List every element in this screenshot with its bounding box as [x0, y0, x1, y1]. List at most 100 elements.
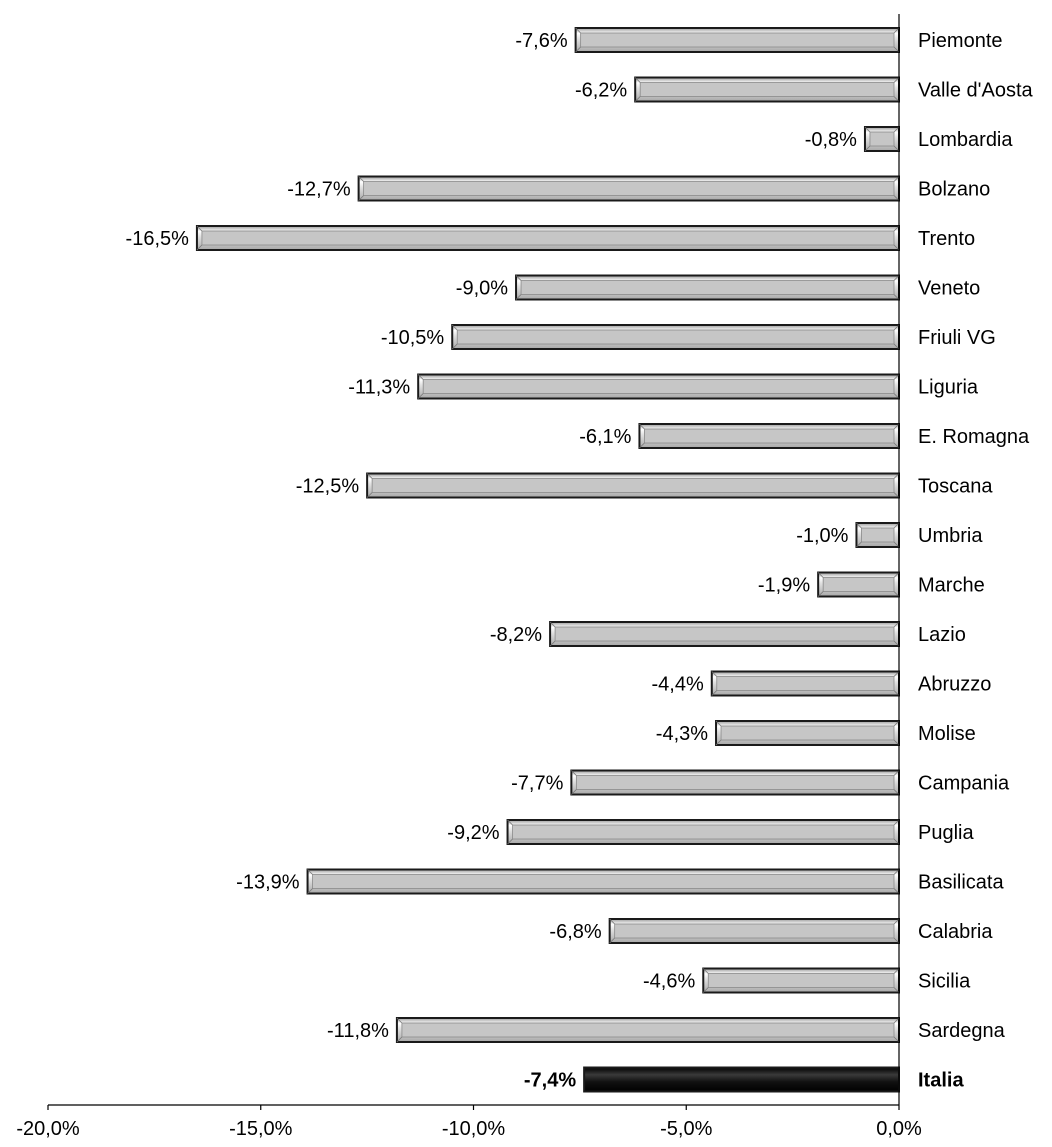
bar-lazio	[549, 621, 901, 647]
bar-bevel-e-romagna	[893, 442, 900, 449]
bar-bevel-marche	[893, 591, 900, 597]
bar-rect-italia	[583, 1066, 900, 1093]
value-label-e-romagna: -6,1%	[579, 426, 631, 448]
bar-bevel-toscana	[893, 473, 900, 479]
bar-bevel-basilicata	[893, 869, 900, 875]
bar-bevel-sicilia	[893, 987, 900, 993]
bar-face-e-romagna	[644, 428, 895, 444]
bar-trento	[195, 225, 901, 251]
bar-bevel-abruzzo	[711, 671, 718, 677]
bar-bevel-liguria	[893, 374, 900, 380]
bar-molise	[715, 720, 900, 746]
value-label-liguria: -11,3%	[348, 377, 410, 399]
value-label-friuli-vg: -10,5%	[381, 327, 445, 349]
category-label-puglia: Puglia	[918, 822, 974, 844]
bar-bevel-friuli-vg	[893, 324, 900, 331]
bar-bevel-calabria	[893, 918, 900, 925]
bar-bevel-bolzano	[893, 195, 900, 201]
bar-bevel-lazio	[893, 640, 900, 647]
bar-puglia	[506, 819, 900, 845]
bar-bevel-calabria	[893, 937, 900, 944]
bar-bevel-molise	[893, 739, 900, 746]
bar-bevel-e-romagna	[639, 423, 645, 430]
value-label-umbria: -1,0%	[796, 525, 848, 547]
bar-bevel-valle-d-aosta	[634, 96, 641, 102]
bar-bevel-veneto	[515, 275, 522, 281]
bar-sicilia	[702, 967, 901, 994]
bar-bevel-lombardia	[893, 126, 900, 133]
value-labels-group: -7,6% -6,2% -0,8% -12,7% -16,5% -9,0% -10,5% -1…	[126, 30, 858, 1092]
bar-bevel-puglia	[507, 819, 513, 826]
bar-bevel-friuli-vg	[451, 343, 458, 350]
bar-bevel-lombardia	[864, 126, 871, 133]
bar-bevel-lazio	[549, 640, 556, 647]
bar-bevel-liguria	[417, 393, 424, 399]
bar-bevel-marche	[817, 591, 824, 597]
bar-bevel-marche	[817, 572, 824, 578]
category-label-lombardia: Lombardia	[918, 129, 1013, 151]
bar-sardegna	[395, 1017, 900, 1043]
bar-bevel-umbria	[856, 522, 862, 529]
category-label-bolzano: Bolzano	[918, 179, 990, 201]
bar-bevel-valle-d-aosta	[634, 77, 641, 83]
category-label-basilicata: Basilicata	[918, 872, 1004, 894]
bar-bevel-e-romagna	[893, 423, 900, 430]
category-label-e-romagna: E. Romagna	[918, 426, 1030, 448]
bar-umbria	[855, 522, 901, 548]
value-label-marche: -1,9%	[758, 575, 810, 597]
bar-face-piemonte	[580, 32, 895, 48]
bar-bevel-trento	[196, 244, 203, 251]
category-labels-group: Piemonte Valle d'Aosta Lombardia Bolzano Tre…	[918, 30, 1034, 1092]
bar-bevel-veneto	[893, 294, 900, 300]
bar-bevel-toscana	[366, 492, 373, 498]
bar-bevel-lombardia	[864, 145, 871, 152]
bar-bevel-trento	[196, 225, 203, 232]
bar-face-abruzzo	[716, 676, 895, 691]
bar-e-romagna	[638, 423, 900, 449]
value-label-puglia: -9,2%	[447, 822, 499, 844]
category-label-marche: Marche	[918, 575, 985, 597]
category-label-sicilia: Sicilia	[918, 971, 971, 993]
bar-bevel-piemonte	[893, 46, 900, 53]
category-label-molise: Molise	[918, 723, 976, 745]
bar-bevel-veneto	[515, 294, 522, 300]
bar-face-toscana	[371, 478, 895, 493]
bar-piemonte	[574, 27, 900, 53]
bar-bevel-liguria	[417, 374, 424, 380]
bar-bevel-molise	[715, 739, 722, 746]
category-label-abruzzo: Abruzzo	[918, 674, 991, 696]
bar-face-veneto	[520, 280, 895, 295]
bar-bevel-puglia	[893, 838, 900, 845]
bar-bevel-puglia	[893, 819, 900, 826]
category-label-veneto: Veneto	[918, 278, 980, 300]
bar-veneto	[515, 274, 900, 301]
bar-face-calabria	[614, 923, 895, 939]
value-label-bolzano: -12,7%	[287, 179, 351, 201]
value-label-calabria: -6,8%	[549, 921, 601, 943]
bar-bevel-liguria	[893, 393, 900, 399]
bar-bevel-sardegna	[893, 1036, 900, 1043]
bar-bevel-valle-d-aosta	[893, 96, 900, 102]
bar-face-basilicata	[312, 874, 895, 889]
bar-bevel-friuli-vg	[451, 324, 458, 331]
bar-italia	[583, 1066, 900, 1093]
bar-bevel-molise	[893, 720, 900, 727]
bar-face-trento	[201, 230, 895, 246]
bar-face-sardegna	[401, 1022, 895, 1038]
bar-bevel-toscana	[893, 492, 900, 498]
bar-bevel-campania	[571, 789, 577, 795]
value-label-piemonte: -7,6%	[515, 30, 567, 52]
bar-bevel-e-romagna	[639, 442, 645, 449]
bar-bevel-sicilia	[893, 968, 900, 974]
x-tick-label: 0,0%	[876, 1118, 922, 1140]
category-label-friuli-vg: Friuli VG	[918, 327, 996, 349]
bar-bevel-campania	[893, 770, 900, 776]
x-tick-label: -20,0%	[16, 1118, 80, 1140]
category-label-umbria: Umbria	[918, 525, 983, 547]
bar-bevel-calabria	[609, 918, 615, 925]
bar-basilicata	[306, 868, 900, 895]
bar-lombardia	[863, 126, 901, 152]
x-tick-label: -10,0%	[442, 1118, 506, 1140]
